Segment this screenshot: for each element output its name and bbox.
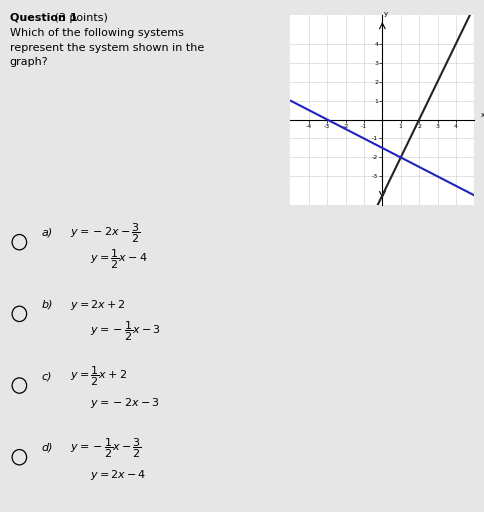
Text: a): a) [41, 228, 52, 238]
Text: y: y [384, 11, 388, 17]
Text: c): c) [41, 371, 52, 381]
Text: $y=-2x-\dfrac{3}{2}$: $y=-2x-\dfrac{3}{2}$ [70, 221, 141, 245]
Text: $y=-2x-3$: $y=-2x-3$ [90, 396, 159, 410]
Text: $y=\dfrac{1}{2}x-4$: $y=\dfrac{1}{2}x-4$ [90, 248, 147, 271]
Text: x: x [481, 112, 484, 118]
Text: $y=2x-4$: $y=2x-4$ [90, 467, 146, 482]
Text: d): d) [41, 443, 53, 453]
Text: $y=2x+2$: $y=2x+2$ [70, 297, 126, 312]
Text: $y=\dfrac{1}{2}x+2$: $y=\dfrac{1}{2}x+2$ [70, 365, 127, 388]
Text: Which of the following systems
represent the system shown in the
graph?: Which of the following systems represent… [10, 28, 204, 67]
Text: $y=-\dfrac{1}{2}x-\dfrac{3}{2}$: $y=-\dfrac{1}{2}x-\dfrac{3}{2}$ [70, 436, 142, 460]
Text: b): b) [41, 300, 53, 310]
Text: (3 points): (3 points) [51, 13, 108, 23]
Text: $y=-\dfrac{1}{2}x-3$: $y=-\dfrac{1}{2}x-3$ [90, 319, 161, 343]
Text: Question 1: Question 1 [10, 13, 77, 23]
